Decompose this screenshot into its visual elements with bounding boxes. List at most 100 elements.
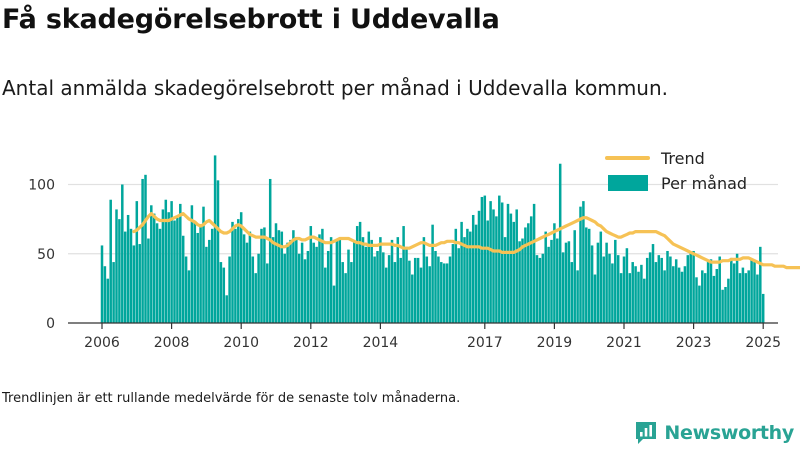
bar-month-7 [121, 184, 124, 323]
bar-chart: 0 50 100 2006 2008 2010 2012 2014 2017 2019 2021 20… [28, 149, 800, 352]
bar-month-45 [231, 221, 234, 323]
bar-month-126 [466, 228, 469, 323]
bar-month-193 [660, 257, 663, 323]
bar-month-186 [640, 264, 643, 323]
bar-month-154 [547, 246, 550, 323]
bar-month-18 [152, 213, 156, 323]
bar-month-91 [364, 246, 368, 323]
bar-month-15 [144, 174, 147, 323]
bar-month-175 [608, 253, 611, 323]
bar-month-129 [474, 224, 478, 323]
bar-month-142 [512, 221, 516, 323]
x-tick-label-2025: 2025 [745, 335, 781, 351]
bar-month-114 [431, 224, 434, 323]
bar-month-162 [570, 262, 574, 323]
bar-month-191 [654, 262, 658, 323]
bar-month-37 [208, 239, 211, 323]
bar-month-144 [518, 241, 521, 323]
trend-line-group [132, 211, 800, 270]
bar-month-192 [657, 255, 661, 323]
x-tick-label-2010: 2010 [223, 335, 259, 351]
bar-month-168 [587, 228, 591, 323]
legend-bars-label: Per månad [661, 174, 747, 193]
bar-month-36 [205, 246, 208, 323]
y-tick-label-100: 100 [28, 178, 55, 194]
bar-month-86 [350, 262, 353, 323]
bar-month-17 [150, 205, 153, 323]
brand-name: Newsworthy [664, 422, 794, 444]
bar-month-121 [451, 244, 455, 323]
chart-subtitle: Antal anmälda skadegörelsebrott per måna… [2, 76, 669, 100]
bar-month-131 [480, 196, 484, 323]
bar-month-92 [367, 231, 371, 323]
bar-month-12 [135, 201, 139, 323]
bar-month-159 [561, 252, 565, 323]
bar-month-84 [344, 273, 347, 323]
x-tick-label-2019: 2019 [537, 335, 573, 351]
legend-bars-swatch [608, 175, 648, 191]
bar-month-105 [405, 246, 408, 323]
bar-month-151 [538, 257, 542, 323]
bar-month-9 [126, 214, 130, 323]
bar-month-71 [306, 250, 310, 323]
bar-month-138 [500, 202, 504, 323]
bar-month-110 [419, 267, 423, 323]
bar-month-79 [329, 237, 333, 323]
bar-month-150 [535, 255, 539, 323]
bar-month-171 [596, 242, 600, 323]
bar-month-190 [651, 244, 655, 323]
bar-month-52 [251, 256, 255, 323]
axes: 0 50 100 2006 2008 2010 2012 2014 2017 2019 2021 20… [28, 178, 781, 352]
bar-month-199 [677, 267, 681, 323]
bar-month-54 [257, 253, 260, 323]
bar-month-85 [347, 249, 350, 323]
bar-month-98 [384, 267, 388, 323]
bar-month-77 [324, 267, 327, 323]
bar-month-182 [628, 273, 632, 323]
bar-month-213 [718, 256, 721, 323]
bar-month-87 [353, 241, 356, 323]
bar-month-94 [373, 256, 376, 323]
bar-month-100 [390, 239, 394, 323]
bar-month-160 [564, 242, 568, 323]
bar-month-145 [521, 238, 524, 323]
bar-month-215 [724, 286, 727, 323]
bar-month-222 [744, 273, 748, 323]
bar-month-68 [297, 253, 301, 323]
bar-month-164 [576, 270, 579, 323]
bar-month-5 [115, 209, 118, 323]
bar-month-28 [181, 235, 185, 323]
bar-month-183 [631, 262, 634, 323]
bar-month-165 [579, 206, 582, 323]
legend-trend-label: Trend [660, 149, 705, 168]
bar-month-14 [141, 178, 144, 323]
bar-month-208 [703, 273, 707, 323]
bar-month-216 [727, 278, 730, 323]
bar-month-103 [399, 257, 402, 323]
bar-month-124 [460, 221, 463, 323]
bar-month-11 [132, 245, 136, 323]
bar-month-42 [222, 267, 226, 323]
bar-month-140 [506, 203, 510, 323]
bar-month-148 [529, 216, 533, 323]
bar-month-201 [683, 266, 687, 324]
x-tick-label-2021: 2021 [606, 335, 642, 351]
bar-month-134 [489, 201, 492, 323]
bar-month-55 [260, 228, 263, 323]
bar-month-49 [242, 234, 246, 323]
bar-month-224 [750, 259, 753, 323]
bar-month-228 [761, 293, 765, 323]
bar-month-113 [428, 266, 431, 324]
bar-month-196 [669, 256, 672, 323]
bar-month-202 [686, 255, 690, 323]
bar-month-97 [382, 252, 385, 323]
bar-month-26 [176, 217, 179, 323]
bar-month-6 [118, 219, 121, 324]
bar-month-43 [225, 295, 228, 323]
bar-month-1 [103, 266, 107, 324]
bar-month-125 [463, 237, 466, 323]
bar-month-181 [625, 248, 629, 323]
monthly-bars [100, 155, 765, 324]
bar-month-225 [753, 262, 756, 323]
bar-month-88 [355, 226, 359, 323]
